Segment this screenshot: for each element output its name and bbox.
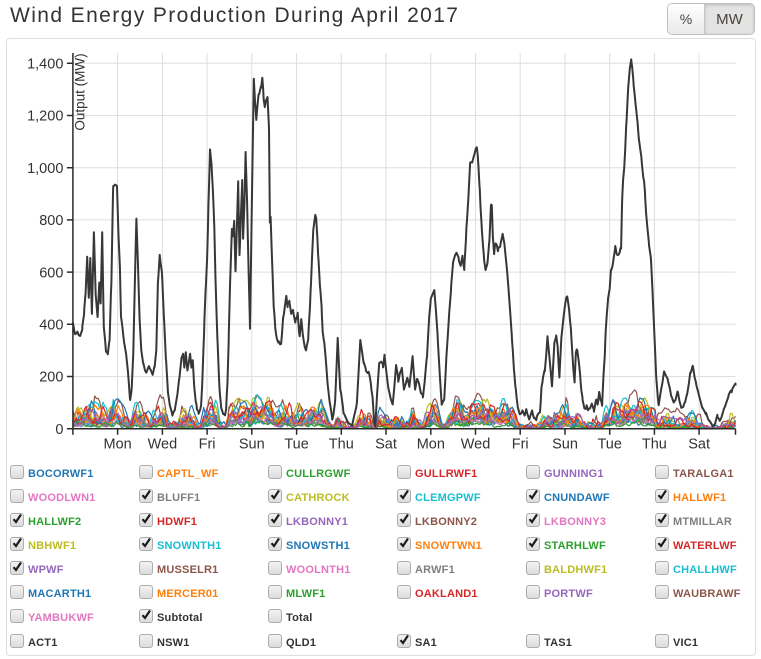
svg-text:Sun: Sun <box>239 437 265 453</box>
svg-text:Fri: Fri <box>199 437 216 453</box>
svg-text:Sat: Sat <box>688 437 710 453</box>
svg-text:Wed: Wed <box>461 437 491 453</box>
svg-text:1,200: 1,200 <box>27 109 63 125</box>
svg-text:Thu: Thu <box>642 437 667 453</box>
svg-text:Mon: Mon <box>417 437 445 453</box>
svg-text:0: 0 <box>55 422 63 438</box>
svg-text:Mon: Mon <box>103 437 131 453</box>
svg-text:Tue: Tue <box>597 437 621 453</box>
svg-text:Tue: Tue <box>284 437 308 453</box>
svg-text:Sat: Sat <box>375 437 397 453</box>
svg-text:Sun: Sun <box>552 437 578 453</box>
svg-text:Fri: Fri <box>512 437 529 453</box>
svg-text:200: 200 <box>39 370 63 386</box>
svg-text:Output (MW): Output (MW) <box>73 53 88 130</box>
svg-text:400: 400 <box>39 318 63 334</box>
svg-text:600: 600 <box>39 265 63 281</box>
svg-text:Thu: Thu <box>329 437 354 453</box>
svg-text:Wed: Wed <box>148 437 178 453</box>
svg-text:1,400: 1,400 <box>27 57 63 73</box>
svg-text:1,000: 1,000 <box>27 161 63 177</box>
svg-text:800: 800 <box>39 213 63 229</box>
